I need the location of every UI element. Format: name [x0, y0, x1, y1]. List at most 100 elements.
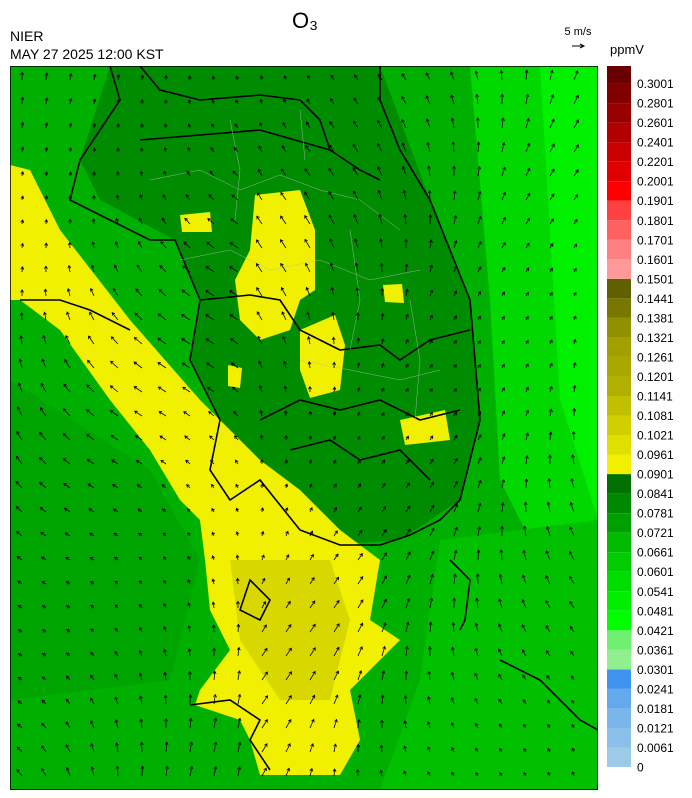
wind-arrow: [210, 459, 215, 465]
colorbar-segment: [607, 532, 631, 553]
wind-arrow: [139, 718, 144, 729]
wind-arrow: [139, 695, 143, 705]
wind-arrow: [235, 483, 239, 489]
wind-arrow: [116, 98, 121, 105]
wind-arrow: [92, 122, 97, 129]
wind-arrow: [405, 435, 409, 441]
colorbar: 0 0.0061 0.0121 0.0181 0.0241 0.0301 0.0361 0.0…: [607, 66, 674, 775]
wind-arrow: [475, 597, 479, 609]
wind-arrow: [573, 69, 579, 81]
wind-arrow: [570, 675, 575, 681]
colorbar-tick-label: 0.0481: [637, 604, 674, 618]
wind-arrow: [357, 459, 361, 465]
colorbar-tick-label: 0.1081: [637, 409, 674, 423]
wind-arrow: [308, 410, 313, 417]
wind-arrow: [90, 674, 95, 681]
wind-arrow: [570, 477, 575, 489]
wind-arrow: [546, 501, 551, 513]
wind-arrow: [331, 311, 336, 321]
wind-arrow: [572, 361, 577, 369]
wind-arrow: [453, 265, 458, 273]
wind-arrow: [63, 482, 71, 489]
wind-arrow: [63, 507, 71, 513]
wind-arrow: [352, 190, 359, 201]
wind-arrow: [357, 576, 364, 585]
wind-arrow: [333, 743, 337, 753]
colorbar-tick-label: 0.1901: [637, 194, 674, 208]
wind-arrow: [549, 408, 553, 417]
wind-arrow: [307, 74, 311, 81]
wind-arrow: [522, 699, 527, 705]
wind-arrow: [546, 650, 551, 657]
wind-arrow: [305, 286, 311, 297]
wind-arrow: [405, 574, 411, 585]
wind-arrow: [571, 747, 576, 753]
wind-arrow: [525, 93, 530, 105]
wind-arrow: [525, 363, 529, 369]
wind-arrow: [113, 532, 119, 537]
wind-arrow: [402, 165, 407, 177]
wind-arrow: [381, 669, 386, 681]
wind-arrow: [111, 311, 119, 321]
wind-arrow: [379, 769, 384, 777]
wind-arrow: [377, 96, 383, 105]
wind-arrow: [66, 629, 71, 633]
wind-arrow: [453, 290, 458, 297]
wind-arrow: [140, 74, 145, 81]
wind-arrow: [525, 117, 530, 129]
wind-arrow: [162, 508, 167, 513]
wind-arrow: [187, 532, 191, 537]
wind-arrow: [453, 549, 458, 561]
wind-arrow: [428, 621, 433, 633]
colorbar-segment: [607, 103, 631, 123]
wind-arrow: [333, 694, 339, 705]
wind-arrow: [17, 605, 23, 609]
wind-arrow: [159, 435, 167, 441]
wind-arrow: [573, 94, 579, 105]
wind-arrow: [523, 771, 527, 777]
wind-arrow: [571, 454, 575, 465]
colorbar-tick-label: 0.3001: [637, 77, 674, 91]
wind-arrow: [256, 239, 263, 249]
wind-arrow: [16, 746, 23, 753]
wind-arrow: [525, 267, 530, 273]
wind-arrow: [427, 695, 431, 705]
wind-arrow: [164, 717, 168, 729]
wind-scale-label: 5 m/s: [565, 26, 592, 38]
wind-arrow: [115, 765, 120, 777]
wind-arrow: [65, 675, 71, 681]
colorbar-segment: [607, 259, 631, 279]
colorbar-segment: [607, 630, 631, 650]
wind-arrow: [309, 670, 316, 681]
wind-arrow: [187, 555, 191, 561]
wind-arrow: [573, 218, 578, 225]
wind-arrow: [65, 335, 71, 345]
wind-arrow: [259, 122, 263, 129]
wind-arrow: [163, 146, 168, 153]
wind-arrow: [475, 117, 480, 129]
wind-arrow: [474, 622, 479, 633]
map: [10, 66, 598, 790]
wind-arrow: [90, 287, 95, 297]
wind-arrow: [17, 406, 23, 417]
wind-arrow: [111, 484, 119, 489]
wind-arrow: [522, 649, 527, 657]
wind-arrow: [90, 604, 95, 609]
wind-arrow: [477, 215, 482, 225]
wind-arrow: [86, 384, 95, 393]
wind-arrow: [41, 722, 47, 729]
wind-arrow: [157, 337, 167, 345]
wind-arrow: [573, 144, 579, 153]
wind-arrow: [234, 435, 239, 441]
wind-arrow: [308, 483, 313, 489]
wind-arrow: [15, 480, 23, 489]
wind-arrow: [89, 311, 95, 321]
wind-arrow: [331, 336, 336, 345]
wind-arrow: [429, 573, 434, 585]
wind-arrow: [187, 647, 192, 657]
wind-arrow: [523, 501, 528, 513]
wind-arrow: [138, 649, 143, 657]
wind-arrow: [330, 286, 335, 297]
wind-arrow: [41, 768, 47, 777]
wind-arrow: [65, 581, 71, 585]
